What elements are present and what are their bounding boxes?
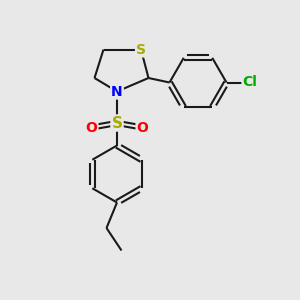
Text: S: S [136,43,146,56]
Text: Cl: Cl [242,76,257,89]
Text: S: S [112,116,122,130]
Text: O: O [85,121,98,134]
Text: N: N [111,85,123,98]
Text: O: O [136,121,148,134]
